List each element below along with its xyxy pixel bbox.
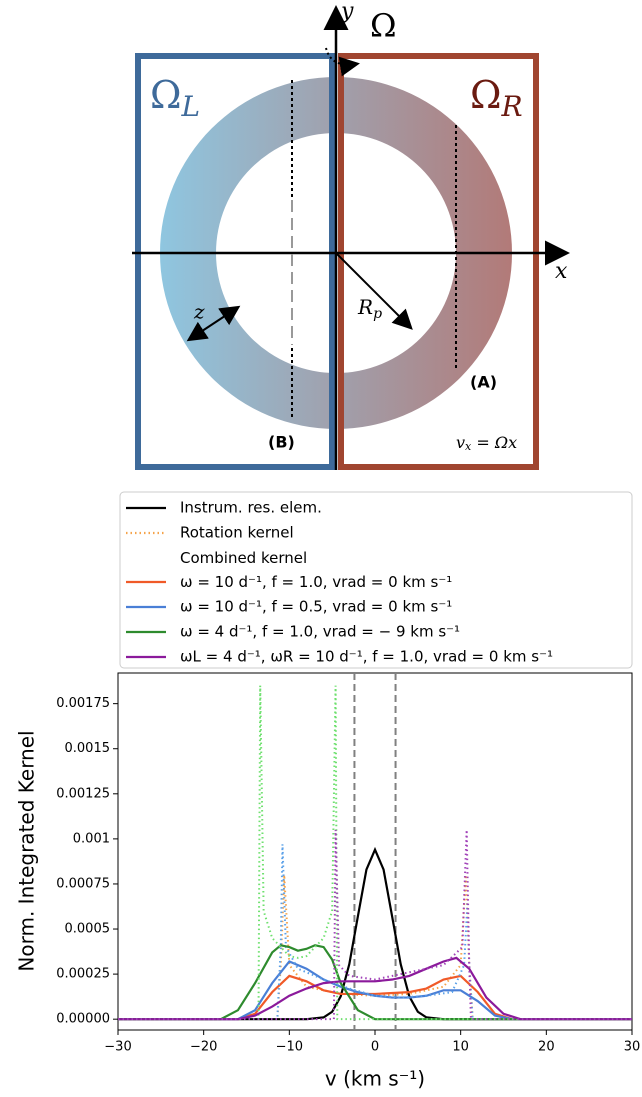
subscript: R	[501, 90, 523, 123]
y-label: y	[340, 0, 354, 24]
x-tick-label: 30	[624, 1040, 641, 1055]
series-line	[118, 956, 632, 1021]
diagram: ΩL ΩR Ω y x Rp z (A) (B) vx = Ωx	[132, 0, 570, 470]
x-tick-label: 10	[452, 1040, 469, 1055]
equation: = Ωx	[471, 433, 517, 452]
x-label: x	[555, 259, 568, 284]
series-line	[118, 944, 632, 1021]
y-tick-label: 0.0015	[65, 741, 111, 756]
symbol: Ω	[470, 73, 502, 117]
series-line	[118, 960, 632, 1021]
omega: Ω	[370, 7, 397, 45]
legend-label: ωL = 4 d⁻¹, ωR = 10 d⁻¹, f = 1.0, vrad =…	[180, 648, 553, 666]
depth-arrow	[186, 305, 241, 342]
x-tick-label: −20	[190, 1040, 217, 1055]
subscript: L	[181, 90, 201, 123]
y-tick-label: 0.00175	[56, 696, 110, 711]
legend-box	[119, 491, 633, 669]
y-tick-label: 0.00025	[56, 967, 110, 982]
symbol: Ω	[150, 73, 182, 117]
x-tick-label: 20	[538, 1040, 555, 1055]
symbol: R	[357, 295, 373, 319]
omega-r: ΩR	[470, 73, 523, 123]
legend-label: Rotation kernel	[180, 524, 294, 542]
series-line	[118, 846, 632, 1021]
legend-label: ω = 4 d⁻¹, f = 1.0, vrad = − 9 km s⁻¹	[180, 623, 460, 641]
y-axis-label: Norm. Integrated Kernel	[15, 730, 39, 971]
legend-label: ω = 10 d⁻¹, f = 0.5, vrad = 0 km s⁻¹	[180, 598, 452, 616]
label-b: (B)	[268, 433, 295, 452]
left-box	[135, 53, 335, 470]
x-tick-label: −30	[104, 1040, 131, 1055]
annulus	[160, 77, 512, 429]
subscript: x	[465, 440, 472, 453]
label-a: (A)	[470, 373, 497, 392]
radius-label: Rp	[357, 295, 382, 323]
y-tick-label: 0.00075	[56, 876, 110, 891]
y-tick-label: 0.0005	[65, 922, 111, 937]
legend-label: Instrum. res. elem.	[180, 499, 322, 517]
series-line	[118, 874, 632, 1021]
x-axis-label: v (km s⁻¹)	[325, 1067, 425, 1091]
y-tick-label: 0.00000	[56, 1012, 110, 1027]
depth-label: z	[193, 300, 205, 324]
series-line	[118, 974, 632, 1021]
y-tick-label: 0.00125	[56, 786, 110, 801]
subscript: p	[373, 306, 382, 322]
omega-l: ΩL	[150, 73, 200, 123]
series-line	[118, 685, 632, 1021]
velocity-label: vx = Ωx	[456, 433, 517, 454]
right-box	[338, 53, 539, 470]
symbol: v	[456, 433, 465, 452]
y-tick-label: 0.001	[73, 831, 110, 846]
legend-label: Combined kernel ω = 10 d⁻¹, f = 1.0, vrad…	[180, 549, 452, 591]
series-line	[118, 829, 632, 1021]
x-tick-label: 0	[371, 1040, 379, 1055]
radius-arrow	[335, 252, 413, 330]
x-tick-label: −10	[276, 1040, 303, 1055]
